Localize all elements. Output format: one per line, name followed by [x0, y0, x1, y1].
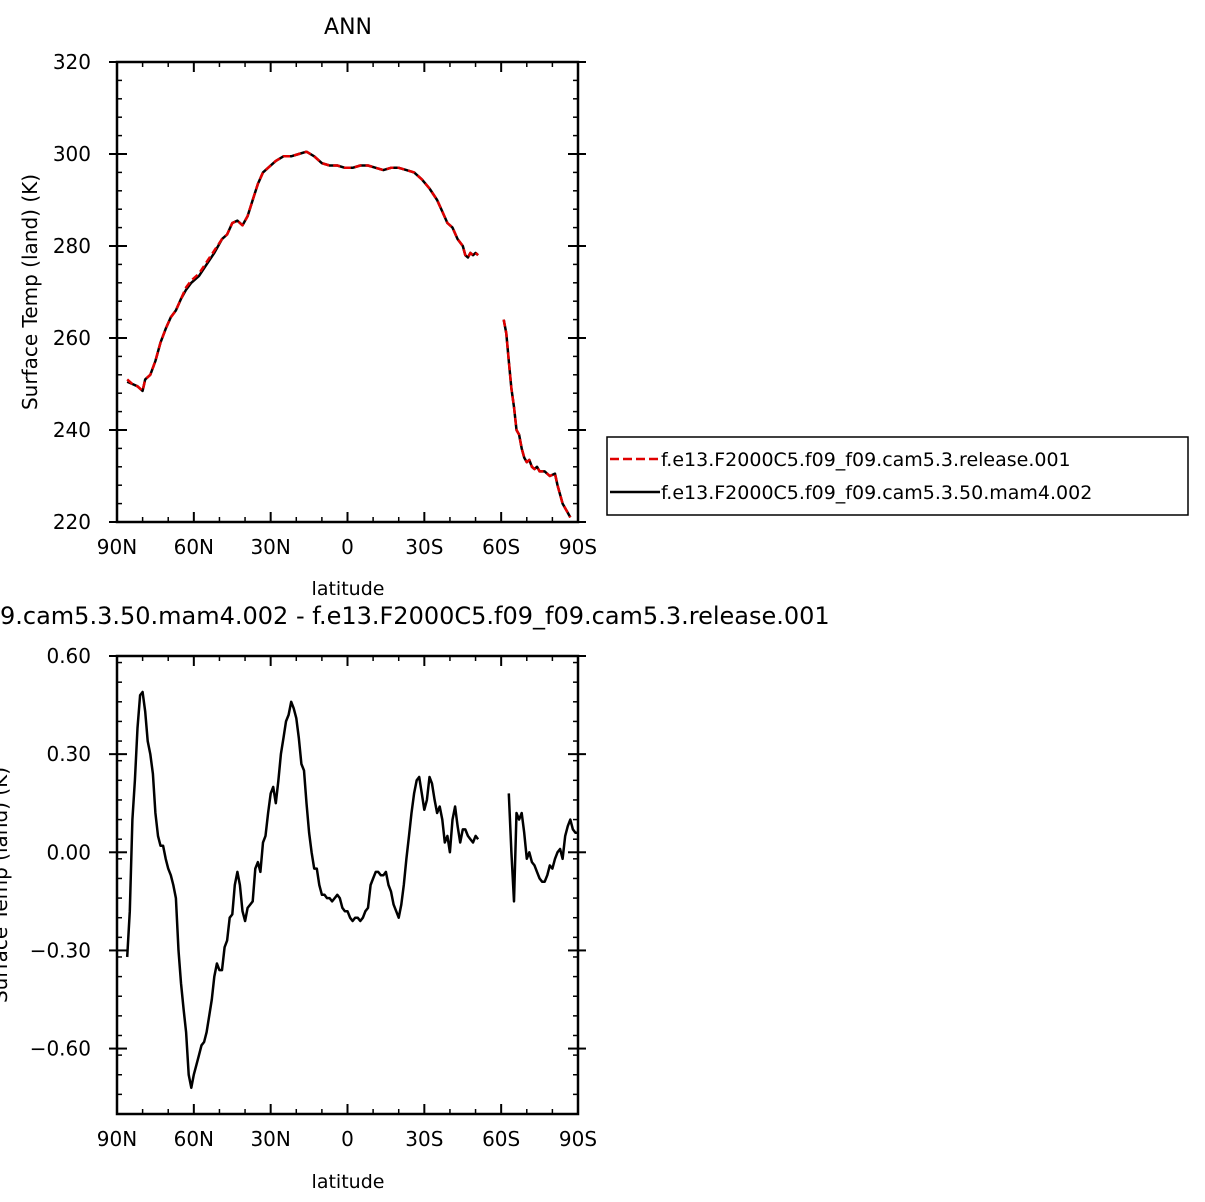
x-tick-label: 30S	[405, 535, 443, 559]
x-tick-label: 90N	[97, 535, 137, 559]
top-chart-title: ANN	[324, 15, 372, 40]
legend-label-mam4: f.e13.F2000C5.f09_f09.cam5.3.50.mam4.002	[661, 482, 1092, 504]
top-series-layer	[126, 150, 572, 518]
y-tick-label: 0.00	[46, 840, 91, 864]
series-line-1-segment-1	[502, 319, 572, 518]
y-tick-label: 220	[53, 510, 91, 534]
legend: f.e13.F2000C5.f09_f09.cam5.3.release.001…	[606, 436, 1189, 516]
y-tick-label: 0.60	[46, 644, 91, 668]
y-tick-label: 240	[53, 418, 91, 442]
legend-box	[606, 436, 1189, 516]
series-line-1-segment-0	[126, 150, 479, 393]
x-tick-label: 60N	[174, 1127, 214, 1151]
x-tick-label: 30S	[405, 1127, 443, 1151]
legend-label-release: f.e13.F2000C5.f09_f09.cam5.3.release.001	[661, 449, 1071, 471]
y-tick-label: 0.30	[46, 742, 91, 766]
top-axes: 90N 60N 30N 0 30S 60S 90S 220 240 260 280 300 320	[53, 50, 597, 559]
y-tick-label: 260	[53, 326, 91, 350]
x-tick-label: 0	[341, 1127, 354, 1151]
x-tick-label: 0	[341, 535, 354, 559]
bottom-y-axis-label: Surface Temp (land) (K)	[0, 767, 12, 1003]
bottom-chart-title: 9.cam5.3.50.mam4.002 - f.e13.F2000C5.f09…	[0, 602, 830, 630]
top-y-axis-label: Surface Temp (land) (K)	[18, 174, 42, 410]
series-line-0-segment-0	[125, 690, 480, 1090]
series-line-0-segment-1	[507, 793, 578, 903]
bottom-panel: 9.cam5.3.50.mam4.002 - f.e13.F2000C5.f09…	[0, 602, 830, 1193]
x-tick-label: 60S	[482, 535, 520, 559]
bottom-series-layer	[125, 690, 578, 1090]
x-tick-label: 60S	[482, 1127, 520, 1151]
series-line-0-segment-1	[502, 319, 572, 518]
x-tick-label: 90S	[559, 535, 597, 559]
top-x-axis-label: latitude	[312, 578, 385, 600]
y-tick-label: 280	[53, 234, 91, 258]
y-tick-label: 300	[53, 142, 91, 166]
y-tick-label: −0.30	[30, 938, 91, 962]
series-line-0-segment-0	[126, 150, 479, 393]
bottom-x-axis-label: latitude	[312, 1171, 385, 1193]
x-tick-label: 90S	[559, 1127, 597, 1151]
y-tick-label: −0.60	[30, 1037, 91, 1061]
x-tick-label: 60N	[174, 535, 214, 559]
y-tick-label: 320	[53, 50, 91, 74]
x-tick-label: 90N	[97, 1127, 137, 1151]
top-panel: ANN 90N 60N 30N 0 30S 60S 90S 220 240 260 280 300 32…	[18, 15, 597, 600]
bottom-axes: 90N 60N 30N 0 30S 60S 90S −0.60 −0.30 0.00 0.30 0.6…	[30, 644, 597, 1151]
x-tick-label: 30N	[250, 1127, 290, 1151]
x-tick-label: 30N	[250, 535, 290, 559]
